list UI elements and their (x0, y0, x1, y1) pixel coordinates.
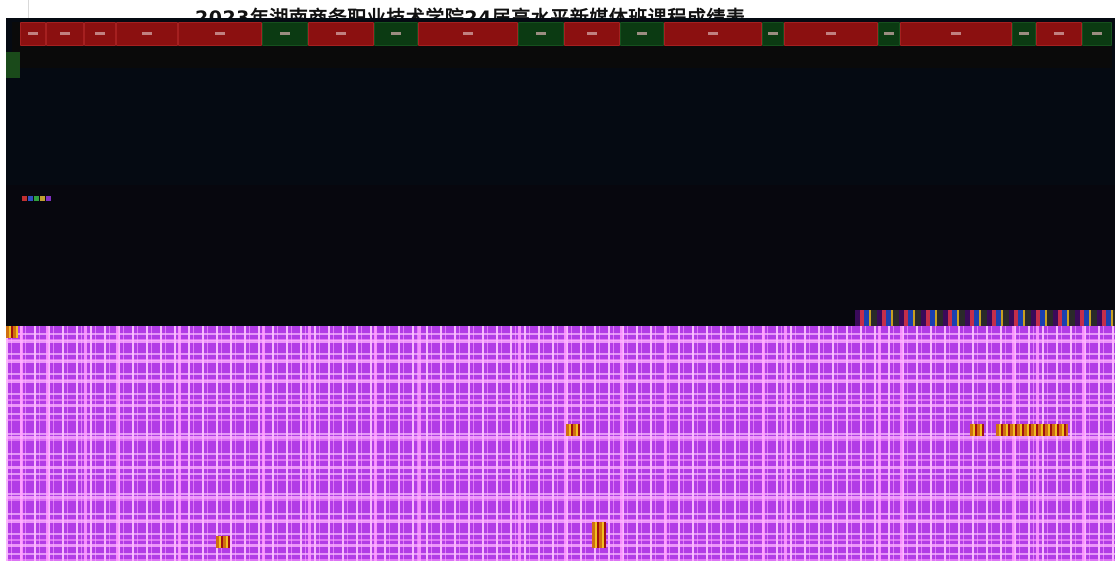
pixel-noise-marker (22, 186, 58, 201)
header-cell (762, 22, 784, 46)
grid-line (418, 326, 421, 561)
row-line (6, 544, 1115, 547)
header-cell (20, 22, 46, 46)
artifact-spot (6, 326, 18, 338)
artifact-spot (970, 424, 984, 436)
row-line (6, 340, 1115, 343)
grid-line (762, 326, 765, 561)
grid-line (20, 326, 23, 561)
header-cell (900, 22, 1012, 46)
header-cell (1036, 22, 1082, 46)
header-cell (116, 22, 178, 46)
header-cell (418, 22, 518, 46)
grid-line (308, 326, 311, 561)
row-line (6, 380, 1115, 383)
header-cell (664, 22, 762, 46)
grid-line (620, 326, 623, 561)
grid-line (878, 326, 881, 561)
grid-line (1012, 326, 1015, 561)
grid-line (46, 326, 49, 561)
header-cell (564, 22, 620, 46)
artifact-spot (996, 424, 1068, 436)
artifact-spot (566, 424, 580, 436)
header-cell (878, 22, 900, 46)
grid-line (900, 326, 903, 561)
grid-line (1036, 326, 1039, 561)
grid-line (178, 326, 181, 561)
header-cell (262, 22, 308, 46)
row-line (6, 496, 1115, 499)
corrupted-image-block-lower (6, 185, 1115, 325)
row-line (6, 520, 1115, 523)
grid-line (664, 326, 667, 561)
row-line (6, 360, 1115, 363)
header-cell (1082, 22, 1112, 46)
grid-line (374, 326, 377, 561)
artifact-spot (216, 536, 230, 548)
header-cell (84, 22, 116, 46)
header-cell (518, 22, 564, 46)
grid-line (784, 326, 787, 561)
artifact-spot (592, 522, 606, 548)
row-marker (6, 52, 20, 78)
grid-line (262, 326, 265, 561)
grid-line (1082, 326, 1085, 561)
row-line (6, 436, 1115, 439)
grid-line (564, 326, 567, 561)
grid-line (84, 326, 87, 561)
grid-line (116, 326, 119, 561)
header-cell (620, 22, 664, 46)
header-cell (308, 22, 374, 46)
header-cell (46, 22, 84, 46)
header-cell (178, 22, 262, 46)
grid-line (518, 326, 521, 561)
row-line (6, 466, 1115, 469)
header-cell (1012, 22, 1036, 46)
header-cell (784, 22, 878, 46)
header-cell (374, 22, 418, 46)
row-line (6, 404, 1115, 407)
row-gutter-divider (28, 0, 29, 30)
noise-band (855, 310, 1115, 326)
